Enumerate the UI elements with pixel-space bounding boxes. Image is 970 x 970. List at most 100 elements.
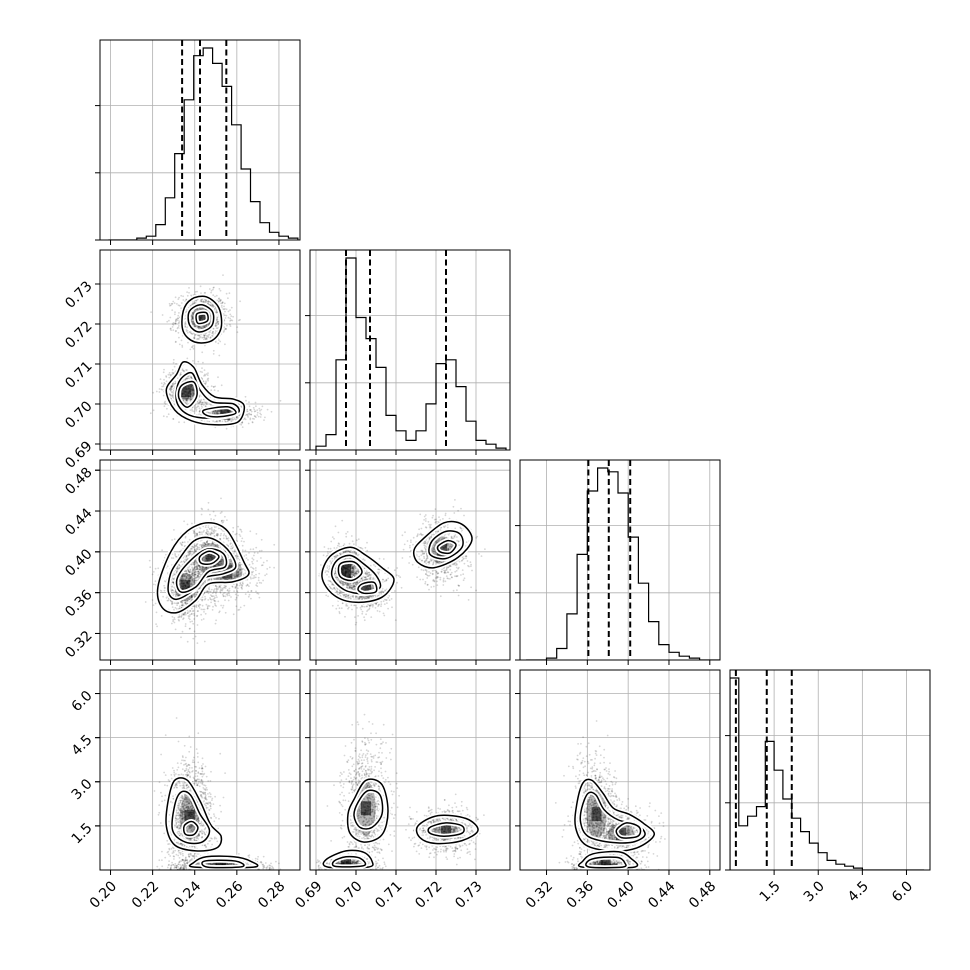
scatter-point: [212, 595, 215, 598]
scatter-point: [188, 291, 190, 294]
scatter-point: [160, 615, 163, 617]
scatter-point: [217, 390, 220, 392]
scatter-point: [194, 291, 197, 293]
scatter-point: [207, 543, 210, 545]
scatter-point: [193, 566, 196, 568]
scatter-point: [151, 573, 154, 576]
scatter-point: [236, 575, 239, 578]
scatter-point: [199, 585, 202, 588]
scatter-point: [263, 419, 265, 421]
scatter-point: [259, 416, 262, 418]
scatter-point: [191, 320, 194, 323]
scatter-point: [222, 558, 224, 560]
scatter-point: [239, 568, 241, 571]
scatter-point: [197, 573, 200, 576]
scatter-point: [210, 578, 213, 581]
scatter-point: [215, 420, 218, 423]
scatter-point: [197, 573, 200, 575]
scatter-point: [198, 410, 201, 413]
scatter-point: [182, 613, 185, 615]
histogram-1: [315, 250, 507, 450]
scatter-point: [191, 389, 194, 392]
scatter-point: [206, 528, 208, 531]
scatter-point: [212, 304, 214, 307]
scatter-point: [185, 577, 188, 580]
scatter-point: [152, 409, 155, 412]
scatter-point: [172, 300, 175, 303]
scatter-point: [215, 318, 218, 321]
scatter-point: [178, 605, 181, 608]
scatter-point: [183, 613, 186, 616]
scatter-point: [216, 311, 218, 313]
scatter-point: [172, 329, 175, 331]
scatter-point: [180, 600, 183, 603]
scatter-point: [249, 576, 252, 579]
scatter-point: [181, 577, 184, 580]
scatter-point: [186, 326, 188, 329]
scatter-point: [173, 608, 175, 611]
scatter-point: [190, 397, 192, 400]
scatter-point: [185, 298, 188, 301]
scatter-point: [185, 329, 188, 331]
scatter-point: [239, 564, 242, 566]
scatter-point: [177, 616, 180, 619]
scatter-point: [156, 625, 159, 628]
scatter-point: [185, 377, 188, 380]
scatter-point: [254, 401, 257, 404]
scatter-point: [210, 601, 213, 604]
scatter-point: [144, 601, 147, 603]
scatter-point: [191, 322, 194, 325]
scatter-point: [213, 389, 216, 392]
scatter-point: [184, 625, 187, 628]
scatter-point: [215, 412, 218, 415]
scatter-point: [150, 311, 153, 313]
y-tick-label: 0.48: [62, 465, 95, 498]
scatter-point: [201, 298, 204, 301]
scatter-point: [194, 635, 197, 638]
panel-frame: [729, 669, 931, 871]
scatter-point: [248, 412, 251, 415]
scatter-point: [237, 587, 239, 590]
scatter-point: [254, 410, 257, 412]
scatter-point: [193, 579, 196, 582]
scatter-point: [221, 420, 224, 423]
scatter-point: [205, 591, 208, 594]
scatter-point: [246, 413, 248, 416]
scatter-point: [203, 640, 206, 643]
scatter-point: [239, 300, 242, 303]
scatter-point: [201, 401, 204, 404]
scatter-point: [227, 539, 230, 542]
scatter-point: [204, 325, 207, 328]
scatter-point: [234, 418, 237, 421]
scatter-point: [172, 581, 175, 584]
scatter-point: [192, 389, 194, 392]
scatter-point: [212, 577, 215, 580]
scatter-point: [212, 605, 214, 608]
scatter-point: [167, 413, 170, 416]
scatter-point: [214, 308, 216, 311]
scatter-point: [200, 327, 202, 330]
scatter-point: [149, 412, 152, 415]
scatter-point: [215, 587, 218, 590]
scatter-point: [193, 593, 196, 596]
scatter-point: [190, 573, 192, 576]
scatter-point: [187, 570, 190, 572]
scatter-point: [172, 417, 175, 420]
scatter-point: [165, 380, 168, 383]
scatter-point: [197, 574, 200, 577]
scatter-point: [198, 571, 201, 574]
scatter-point: [187, 399, 189, 401]
scatter-point: [172, 581, 175, 584]
scatter-point: [169, 304, 171, 307]
scatter-point: [194, 301, 197, 304]
scatter-point: [178, 564, 181, 567]
scatter-point: [204, 405, 207, 407]
scatter-point: [215, 420, 217, 423]
scatter-point: [196, 546, 199, 548]
scatter-point: [240, 423, 243, 426]
scatter-point: [203, 608, 206, 611]
scatter-point: [151, 599, 154, 601]
scatter-point: [212, 410, 214, 413]
scatter-point: [251, 417, 254, 420]
scatter-point: [187, 566, 190, 569]
